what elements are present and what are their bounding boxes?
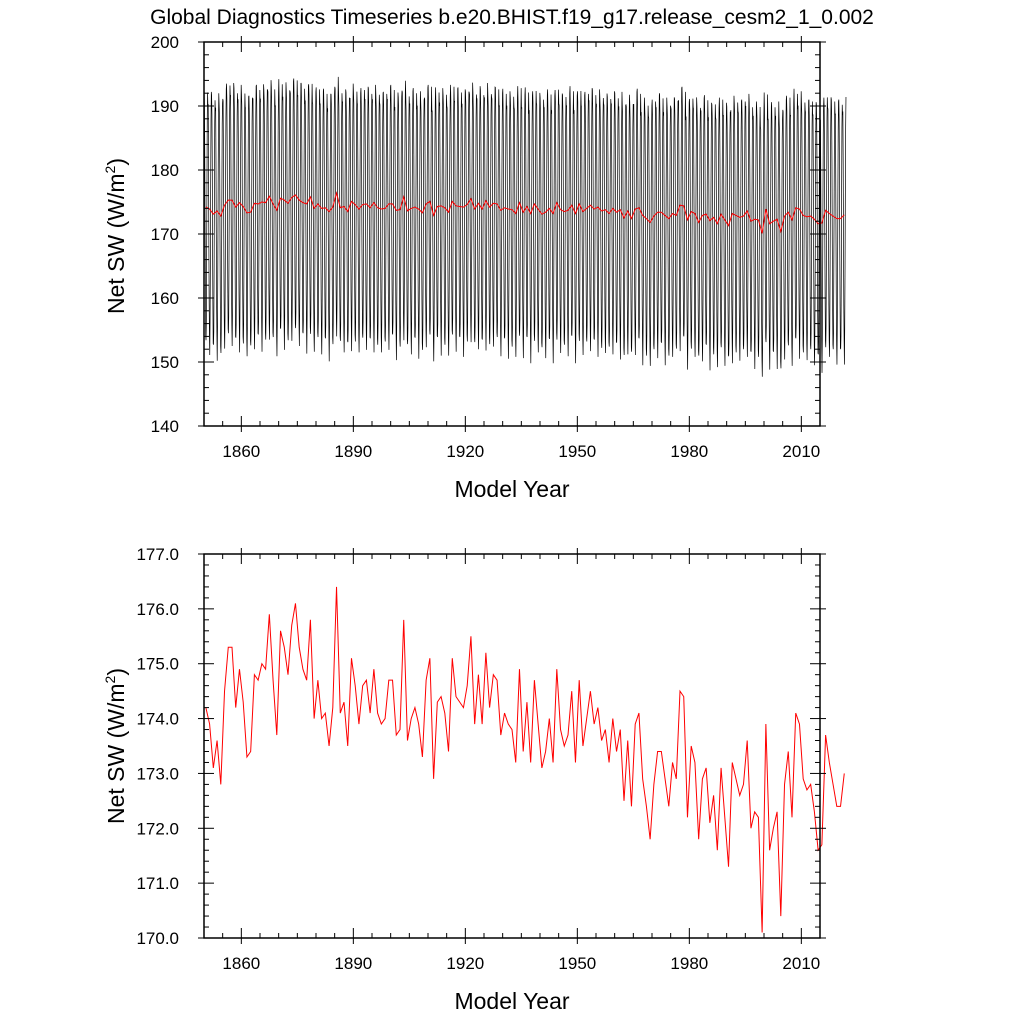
x-tick-label: 2010 xyxy=(782,954,820,973)
x-tick-label: 1980 xyxy=(670,954,708,973)
plot-frame xyxy=(203,553,821,939)
top-panel: 1860 1890 1920 1950 1980 2010 140 150 160 170 180… xyxy=(102,33,847,502)
y-tick-label: 170.0 xyxy=(136,929,179,948)
y-tick-label: 171.0 xyxy=(136,874,179,893)
axis-ticks xyxy=(198,548,826,944)
x-tick-label: 2010 xyxy=(782,442,820,461)
y-tick-label: 170 xyxy=(151,225,179,244)
x-axis-title: Model Year xyxy=(454,476,569,502)
y-tick-label: 174.0 xyxy=(136,710,179,729)
annual-series-line xyxy=(205,191,845,234)
y-tick-label: 176.0 xyxy=(136,600,179,619)
x-tick-label: 1860 xyxy=(222,954,260,973)
x-tick-label: 1920 xyxy=(446,954,484,973)
y-axis-title-main: Net SW (W/m xyxy=(103,683,129,824)
bottom-panel: 1860 1890 1920 1950 1980 2010 170.0 171.0 172.0… xyxy=(102,545,845,1014)
x-tick-label: 1860 xyxy=(222,442,260,461)
y-tick-label: 175.0 xyxy=(136,655,179,674)
y-tick-label: 172.0 xyxy=(136,819,179,838)
y-axis-title: Net SW (W/m2) xyxy=(102,668,129,824)
y-tick-labels: 170.0 171.0 172.0 173.0 174.0 175.0 176.0 177.0 xyxy=(136,545,179,948)
x-tick-labels: 1860 1890 1920 1950 1980 2010 xyxy=(222,442,820,461)
annual-series-line xyxy=(205,586,845,933)
x-tick-label: 1950 xyxy=(558,442,596,461)
y-tick-label: 190 xyxy=(151,97,179,116)
y-axis-title-main: Net SW (W/m xyxy=(103,173,129,314)
monthly-series-line xyxy=(203,76,847,377)
axis-ticks xyxy=(198,36,826,432)
y-axis-title-superscript: 2 xyxy=(102,675,118,683)
x-tick-label: 1890 xyxy=(334,954,372,973)
y-tick-labels: 140 150 160 170 180 190 200 xyxy=(151,33,179,436)
x-tick-labels: 1860 1890 1920 1950 1980 2010 xyxy=(222,954,820,973)
x-tick-label: 1950 xyxy=(558,954,596,973)
annual-series-group xyxy=(205,586,845,933)
monthly-series-group xyxy=(203,76,847,377)
y-tick-label: 150 xyxy=(151,353,179,372)
y-axis-title: Net SW (W/m2) xyxy=(102,158,129,314)
y-axis-title-superscript: 2 xyxy=(102,165,118,173)
y-tick-label: 140 xyxy=(151,417,179,436)
x-axis-title: Model Year xyxy=(454,988,569,1014)
x-tick-label: 1920 xyxy=(446,442,484,461)
y-tick-label: 160 xyxy=(151,289,179,308)
y-tick-label: 200 xyxy=(151,33,179,52)
annual-series-group xyxy=(205,191,845,234)
y-tick-label: 180 xyxy=(151,161,179,180)
y-axis-title-close: ) xyxy=(103,668,129,676)
y-axis-title-close: ) xyxy=(103,158,129,166)
figure-title: Global Diagnostics Timeseries b.e20.BHIS… xyxy=(150,6,874,29)
y-tick-label: 173.0 xyxy=(136,764,179,783)
x-tick-label: 1980 xyxy=(670,442,708,461)
x-tick-label: 1890 xyxy=(334,442,372,461)
y-tick-label: 177.0 xyxy=(136,545,179,564)
